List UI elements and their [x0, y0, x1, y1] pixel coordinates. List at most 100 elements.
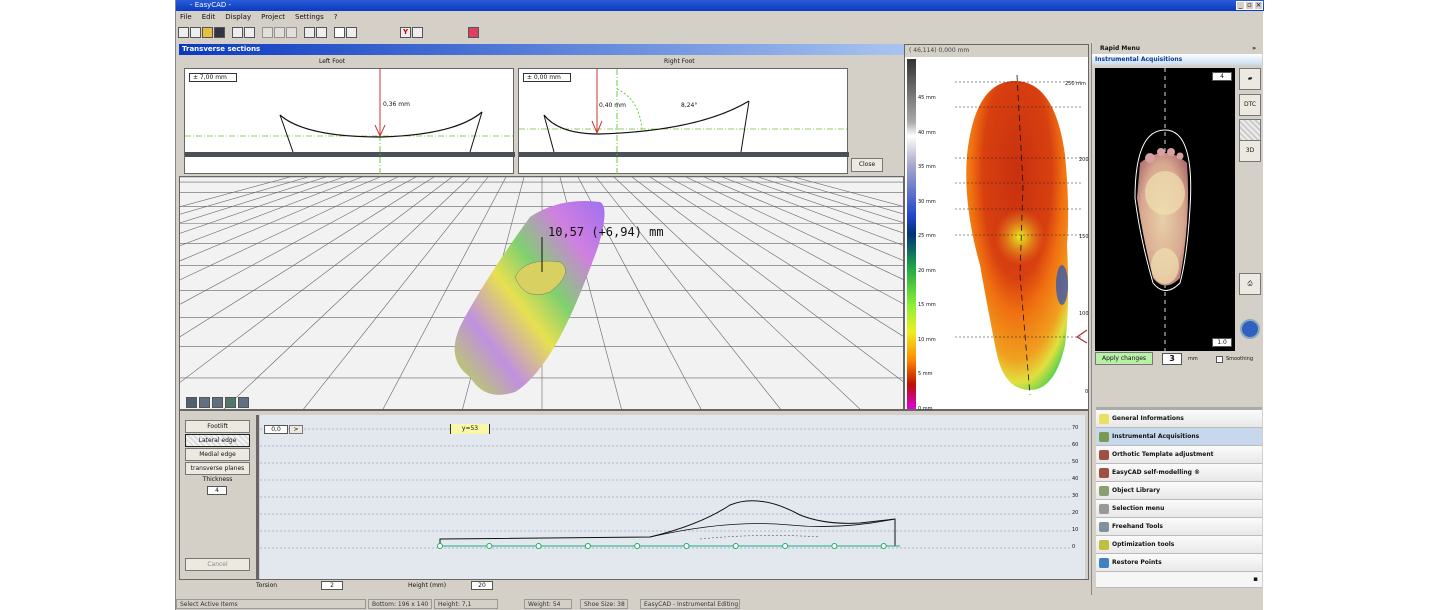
close-window-button[interactable]: × — [1254, 1, 1263, 10]
print-icon[interactable] — [244, 27, 255, 38]
right-foot-label: Right Foot — [664, 58, 695, 65]
brush-icon[interactable] — [346, 27, 357, 38]
folder-icon[interactable] — [202, 27, 213, 38]
pressure-map-view[interactable]: ( 46,114) 0,000 mm 45 mm 40 mm 35 mm 30 mm 2… — [904, 44, 1089, 412]
profile-node[interactable] — [683, 543, 690, 549]
copy-icon[interactable] — [262, 27, 273, 38]
rapid-item-restore-points[interactable]: Restore Points — [1096, 554, 1262, 572]
print-icon[interactable]: ⎙ — [1239, 273, 1261, 295]
cut-icon[interactable] — [274, 27, 285, 38]
left-measure-label: 0,36 mm — [383, 101, 410, 108]
left-offset-field[interactable]: ± 7,00 mm — [189, 73, 237, 82]
height-spinner[interactable]: 20 — [471, 581, 493, 590]
right-offset-field[interactable]: ± 0,00 mm — [523, 73, 571, 82]
measure-icon[interactable] — [304, 27, 315, 38]
navigation-icon[interactable] — [1240, 319, 1260, 339]
menu-help[interactable]: ? — [333, 13, 338, 21]
stop-icon[interactable] — [468, 27, 479, 38]
lateral-edge-button[interactable]: Lateral edge — [185, 434, 250, 447]
view-tool-1-icon[interactable] — [186, 397, 197, 408]
grid-line — [180, 177, 435, 338]
medial-edge-button[interactable]: Medial edge — [185, 448, 250, 461]
rapid-menu-header: Rapid Menu » — [1092, 43, 1262, 54]
torsion-spinner[interactable]: 2 — [321, 581, 343, 590]
right-section-view[interactable]: ± 0,00 mm 0,40 mm 8,24° — [518, 68, 849, 175]
apply-changes-button[interactable]: Apply changes — [1095, 352, 1153, 365]
menu-display[interactable]: Display — [225, 13, 252, 21]
expand-icon[interactable]: ▪ — [1253, 575, 1258, 583]
transverse-sections-panel: Transverse sections Left Foot Right Foot… — [179, 44, 904, 176]
footlift-button[interactable]: Footlift — [185, 420, 250, 433]
view-tool-3-icon[interactable] — [212, 397, 223, 408]
save-icon[interactable] — [214, 27, 225, 38]
view-tool-5-icon[interactable] — [238, 397, 249, 408]
scan-zoom-top[interactable]: 4 — [1212, 72, 1232, 81]
profile-node[interactable] — [880, 543, 887, 549]
apply-value-spinner[interactable]: 3 — [1162, 353, 1182, 365]
view-tool-2-icon[interactable] — [199, 397, 210, 408]
status-action: Select Active Items — [176, 599, 366, 609]
rapid-item-orthotic-template-adjustment[interactable]: Orthotic Template adjustment — [1096, 446, 1262, 464]
scan-zoom-bottom[interactable]: 1.0 — [1212, 338, 1232, 347]
view-tool-4-icon[interactable] — [225, 397, 236, 408]
smoothing-label: Smoothing — [1226, 356, 1254, 362]
profile-node[interactable] — [782, 543, 789, 549]
foot-scan-icon[interactable]: Y — [400, 27, 411, 38]
item-label: Orthotic Template adjustment — [1112, 451, 1214, 458]
open-icon[interactable] — [190, 27, 201, 38]
right-tick-2: 150 — [1079, 234, 1089, 240]
grid-line — [631, 177, 903, 382]
3d-view-button[interactable]: 3D — [1239, 140, 1261, 162]
minimize-button[interactable]: _ — [1236, 1, 1245, 10]
rapid-item-selection-menu[interactable]: Selection menu — [1096, 500, 1262, 518]
insole-model — [454, 201, 605, 395]
profile-go-button[interactable]: > — [289, 425, 303, 434]
menu-bar: File Edit Display Project Settings ? — [176, 12, 337, 23]
profile-node[interactable] — [634, 543, 641, 549]
grid-line — [703, 177, 903, 261]
left-section-view[interactable]: ± 7,00 mm 0,36 mm — [184, 68, 515, 175]
grid-line — [180, 177, 291, 207]
pin-button[interactable]: » — [1252, 45, 1256, 52]
rapid-item-easycad-self-modelling[interactable]: EasyCAD self-modelling ® — [1096, 464, 1262, 482]
profile-position-field[interactable]: 0,0 — [264, 425, 288, 434]
rapid-item-freehand-tools[interactable]: Freehand Tools — [1096, 518, 1262, 536]
camera-icon[interactable] — [412, 27, 423, 38]
foot-scan-image[interactable]: 4 1.0 — [1095, 68, 1235, 351]
rapid-item-instrumental-acquisitions[interactable]: Instrumental Acquisitions — [1096, 428, 1262, 446]
profile-graph[interactable]: 0,0 > y=53 70 60 50 40 30 20 10 0 — [260, 415, 1085, 579]
thickness-spinner[interactable]: 4 — [207, 486, 227, 495]
profile-node[interactable] — [584, 543, 591, 549]
ruler-icon[interactable] — [316, 27, 327, 38]
rapid-item-general-informations[interactable]: General Informations — [1096, 410, 1262, 428]
profile-node[interactable] — [535, 543, 542, 549]
profile-node[interactable] — [437, 543, 443, 549]
rapid-item-object-library[interactable]: Object Library — [1096, 482, 1262, 500]
panel-title: Transverse sections — [179, 44, 904, 55]
transverse-planes-button[interactable]: transverse planes — [185, 462, 250, 475]
toolbar: Y — [176, 25, 1264, 40]
paste-icon[interactable] — [286, 27, 297, 38]
close-sections-button[interactable]: Close — [851, 158, 883, 172]
splitter[interactable] — [1096, 407, 1262, 410]
profile-node[interactable] — [732, 543, 739, 549]
rapid-item-optimization-tools[interactable]: Optimization tools — [1096, 536, 1262, 554]
cancel-button[interactable]: Cancel — [185, 558, 250, 571]
menu-settings[interactable]: Settings — [295, 13, 324, 21]
menu-file[interactable]: File — [180, 13, 192, 21]
grid-line — [649, 177, 903, 337]
menu-project[interactable]: Project — [261, 13, 286, 21]
print-preview-icon[interactable] — [232, 27, 243, 38]
profile-node[interactable] — [486, 543, 493, 549]
dtc-view-button[interactable]: DTC — [1239, 94, 1261, 116]
3d-view[interactable]: 10,57 (+6,94) mm — [179, 176, 904, 410]
new-icon[interactable] — [178, 27, 189, 38]
grid-line — [757, 177, 903, 223]
smoothing-checkbox[interactable] — [1216, 356, 1223, 363]
load-scan-icon[interactable]: ▰ — [1239, 68, 1261, 90]
profile-node[interactable] — [831, 543, 838, 549]
maximize-button[interactable]: ▫ — [1245, 1, 1254, 10]
grid-view-button[interactable] — [1239, 119, 1261, 141]
pencil-icon[interactable] — [334, 27, 345, 38]
menu-edit[interactable]: Edit — [201, 13, 216, 21]
